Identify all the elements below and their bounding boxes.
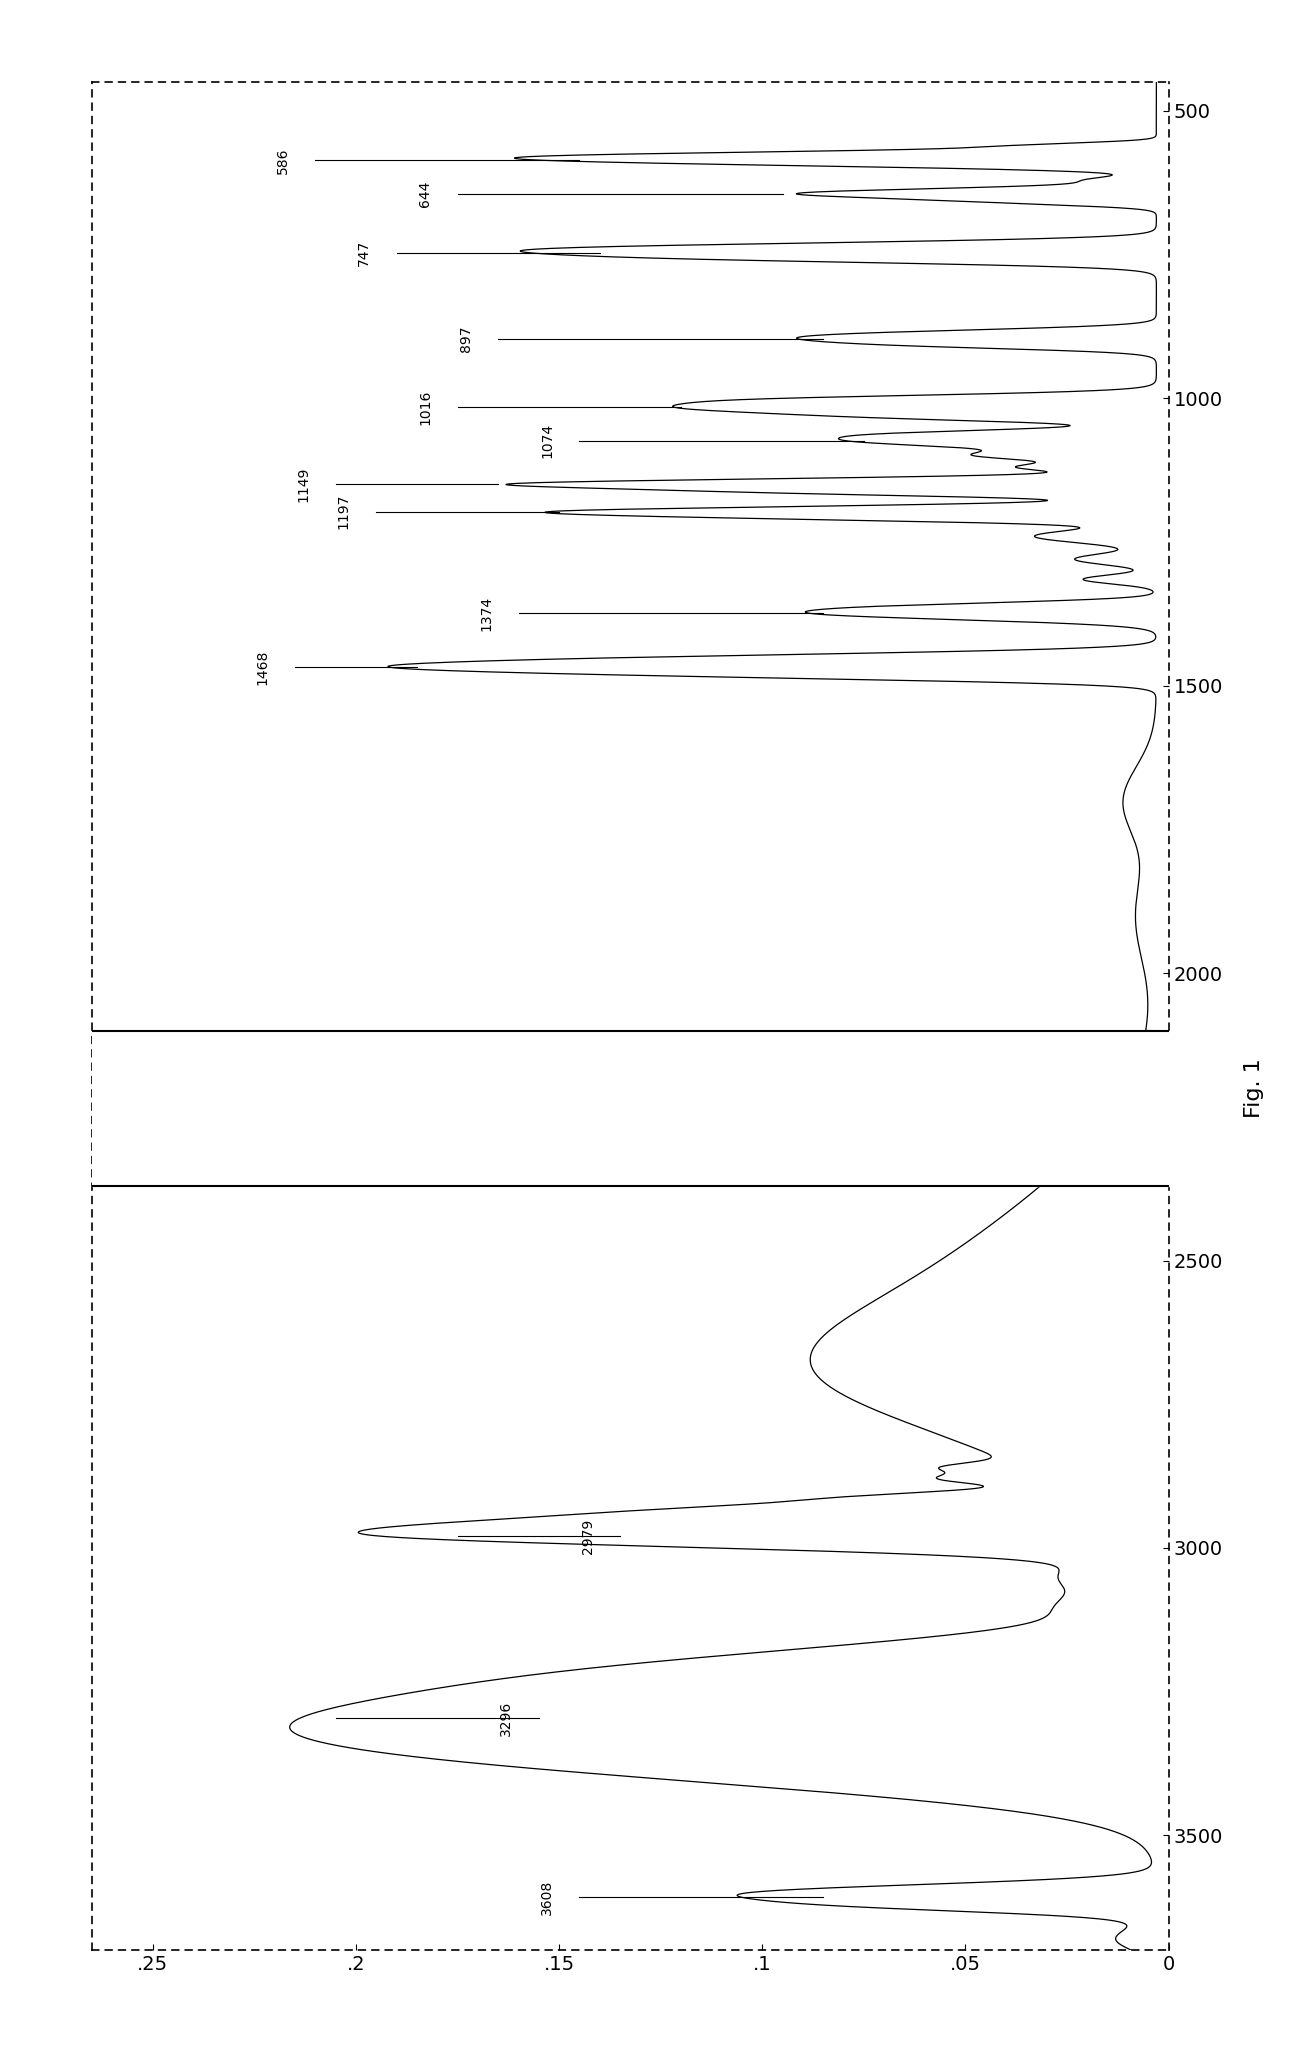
Text: 1149: 1149 xyxy=(297,466,310,501)
Text: 586: 586 xyxy=(276,148,290,175)
Text: 644: 644 xyxy=(418,181,432,207)
Text: Fig. 1: Fig. 1 xyxy=(1243,1057,1264,1119)
Text: 1074: 1074 xyxy=(540,423,554,458)
Text: 1197: 1197 xyxy=(337,495,351,530)
Text: 2979: 2979 xyxy=(580,1519,595,1554)
Text: 3296: 3296 xyxy=(499,1700,513,1735)
Text: 1374: 1374 xyxy=(479,595,492,630)
Text: 1468: 1468 xyxy=(256,649,269,686)
Text: 1016: 1016 xyxy=(418,390,432,425)
Text: 3608: 3608 xyxy=(540,1881,554,1915)
Text: 747: 747 xyxy=(357,240,372,267)
Text: 897: 897 xyxy=(458,326,473,353)
